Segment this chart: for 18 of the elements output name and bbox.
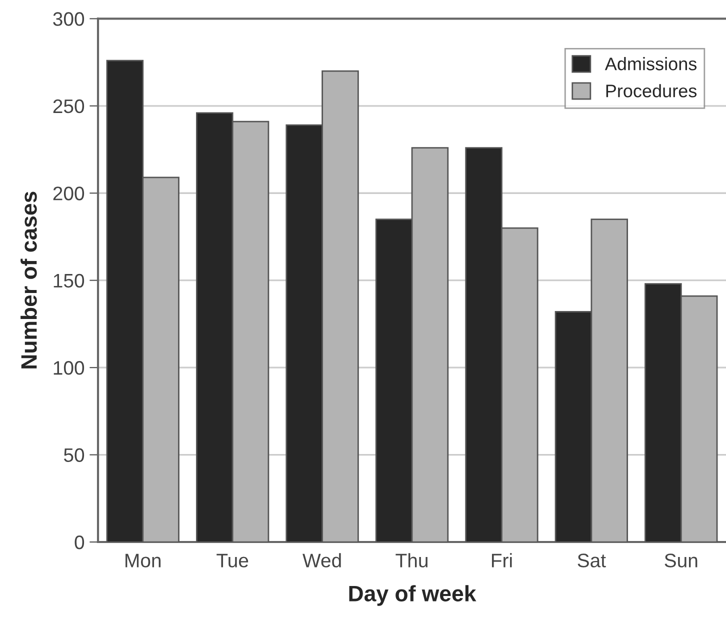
- x-tick-label: Tue: [216, 554, 248, 568]
- x-tick-label: Mon: [126, 554, 161, 568]
- x-tick-label: Thu: [396, 553, 428, 568]
- y-tick-label: 200: [53, 186, 84, 200]
- x-tick-label: Sun: [664, 554, 698, 568]
- x-tick-label: Wed: [302, 553, 341, 568]
- legend-label: Admissions: [604, 57, 697, 70]
- y-tick-label: 100: [54, 361, 84, 375]
- y-axis-title: Number of cases: [20, 192, 37, 368]
- y-tick-label: 250: [53, 99, 84, 114]
- y-tick-label: 0: [74, 535, 84, 550]
- y-tick-label: 300: [53, 12, 84, 26]
- x-tick-label: Fri: [492, 553, 512, 568]
- legend-label: Procedures: [606, 84, 697, 98]
- y-tick-label: 150: [54, 274, 84, 288]
- y-tick-label: 50: [64, 448, 84, 462]
- x-axis-title: Day of week: [349, 585, 476, 606]
- x-tick-label: Sat: [578, 554, 606, 568]
